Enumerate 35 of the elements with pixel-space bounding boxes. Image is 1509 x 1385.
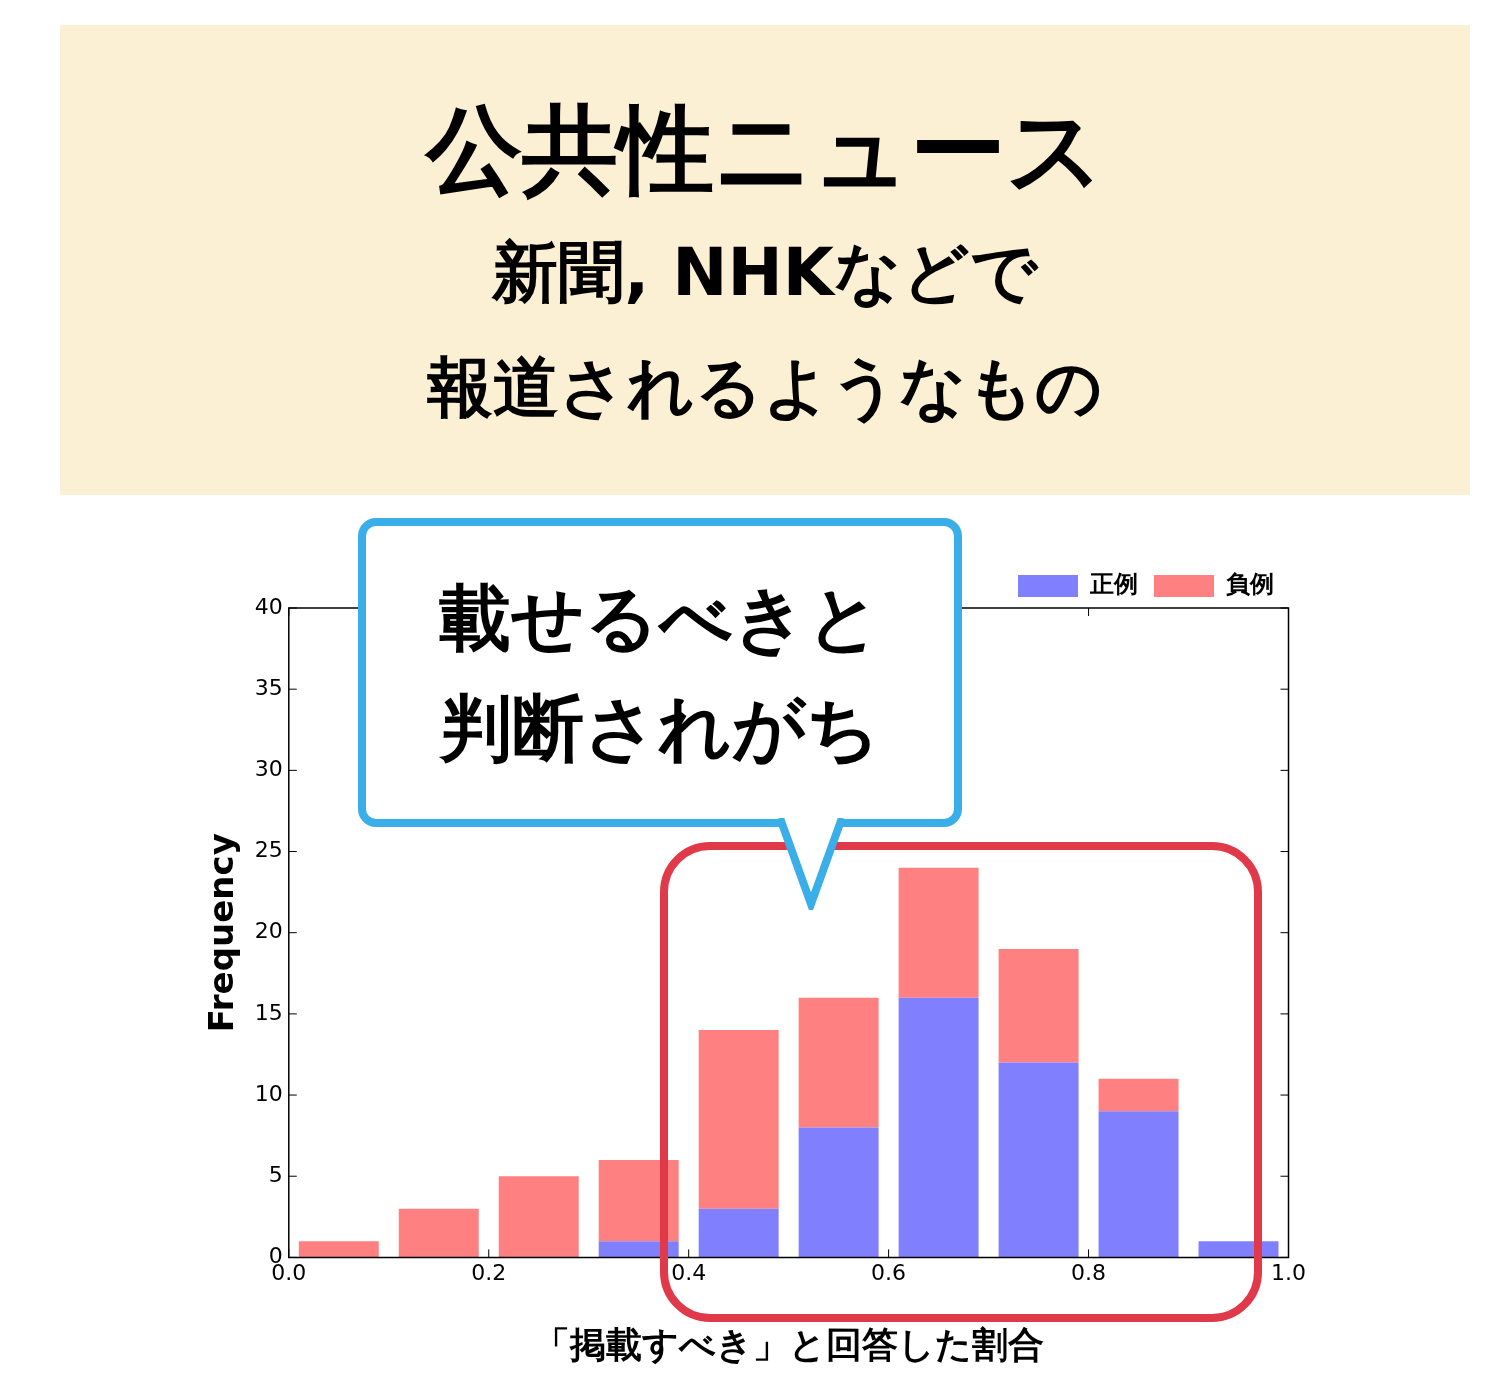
bar xyxy=(898,997,979,1258)
bar xyxy=(998,948,1079,1063)
bar xyxy=(898,867,979,998)
y-tick-label: 40 xyxy=(254,593,283,619)
y-tick-label: 5 xyxy=(268,1161,283,1187)
bar xyxy=(698,1208,779,1258)
text: 報道されるようなもの xyxy=(426,348,1104,428)
x-tick-label: 0.6 xyxy=(871,1260,907,1286)
chart-title: 公共性ニュース xyxy=(423,93,1105,208)
y-tick-label: 10 xyxy=(254,1080,283,1106)
y-tick-label: 25 xyxy=(254,837,283,863)
y-tick-label: 30 xyxy=(254,756,283,782)
bar xyxy=(798,997,879,1128)
bar xyxy=(798,1127,879,1258)
legend-label: 正例 xyxy=(1089,570,1138,599)
annotation: 判断されがち xyxy=(440,684,880,772)
bar xyxy=(998,1062,1079,1258)
y-tick-label: 35 xyxy=(254,674,283,700)
x-tick-label: 0.8 xyxy=(1071,1260,1107,1286)
bar xyxy=(1098,1078,1179,1112)
x-tick-label: 1.0 xyxy=(1271,1260,1307,1286)
legend-label: 負例 xyxy=(1226,570,1274,599)
x-axis-title: 「掲載すべき」と回答した割合 xyxy=(533,1323,1044,1365)
bar xyxy=(398,1208,479,1258)
annotation: 載せるべきと xyxy=(439,574,881,662)
chart-subtitle: 新聞, NHKなどで xyxy=(490,233,1040,313)
x-tick-label: 0.4 xyxy=(671,1260,707,1286)
bar xyxy=(698,1030,779,1209)
y-tick-label: 20 xyxy=(254,918,283,944)
x-tick-label: 0.2 xyxy=(471,1260,507,1286)
bar xyxy=(298,1241,379,1258)
y-tick-label: 15 xyxy=(254,999,283,1025)
y-axis-title: Frequency xyxy=(201,833,242,1033)
bar xyxy=(498,1176,579,1258)
bar xyxy=(1098,1111,1179,1258)
